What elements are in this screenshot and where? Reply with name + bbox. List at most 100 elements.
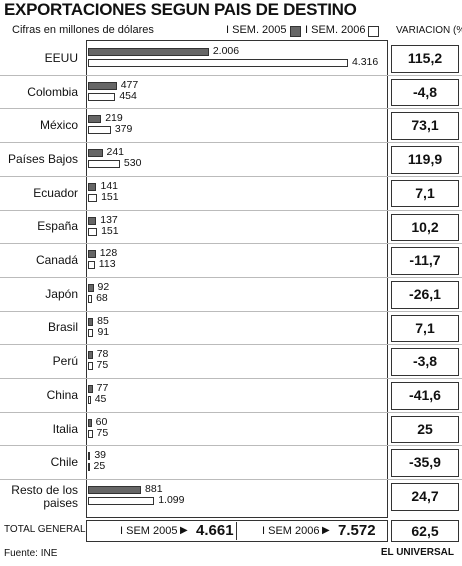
- variation-value: 7,1: [391, 314, 459, 343]
- bar: [88, 385, 93, 393]
- variation-value: 119,9: [391, 146, 459, 174]
- arrow: ▶: [180, 525, 188, 536]
- row-separator: [0, 108, 462, 110]
- value-label: 77: [96, 382, 109, 394]
- value-label: 379: [114, 123, 133, 136]
- legend-label: I SEM. 2006: [305, 24, 366, 36]
- bar: [88, 283, 94, 292]
- value-label: 25: [93, 460, 106, 473]
- category-label: México: [39, 118, 78, 133]
- variation-value: 10,2: [391, 213, 459, 242]
- category-label: EEUU: [44, 50, 78, 65]
- value-label: 219: [105, 112, 123, 125]
- value-label: 68: [96, 291, 108, 304]
- value-label: 113: [98, 258, 116, 271]
- total-item-value: 7.572: [338, 522, 376, 539]
- category-label: Chile: [50, 455, 78, 470]
- bar: [88, 193, 98, 202]
- bar: [88, 216, 97, 225]
- row-separator: [0, 243, 462, 245]
- bar: [88, 396, 91, 404]
- divider: [236, 522, 237, 540]
- legend-swatch: [290, 26, 301, 37]
- arrow: ▶: [322, 525, 330, 536]
- value-label: 75: [96, 426, 109, 439]
- variation-value: -35,9: [391, 449, 459, 478]
- bar: [88, 452, 91, 461]
- bar: [88, 317, 94, 326]
- value-label: 477: [120, 78, 139, 91]
- totals-row: TOTAL GENERAL I SEM 2005 ▶ 4.661 I SEM 2…: [0, 520, 462, 542]
- category-label: Países Bajos: [7, 151, 78, 166]
- bar: [88, 429, 93, 438]
- row-separator: [0, 479, 462, 481]
- bar: [88, 362, 93, 371]
- variation-value: 73,1: [391, 112, 459, 141]
- variation-value: -4,8: [391, 78, 459, 107]
- value-label: 2.006: [212, 45, 240, 57]
- row-separator: [0, 175, 462, 177]
- row-separator: [0, 445, 462, 447]
- value-label: 151: [101, 224, 119, 237]
- row-separator: [0, 276, 462, 278]
- bar: [88, 351, 93, 360]
- value-label: 4.316: [351, 56, 379, 68]
- category-label: Brasil: [47, 320, 78, 335]
- bar: [88, 115, 102, 124]
- variation-value: -41,6: [391, 382, 459, 410]
- category-label: Ecuador: [33, 185, 78, 200]
- chart-panel: [86, 40, 388, 518]
- bar: [88, 92, 116, 101]
- value-label: 75: [96, 359, 109, 372]
- bar: [88, 261, 95, 270]
- row-separator: [0, 74, 462, 76]
- value-label: 530: [123, 157, 142, 170]
- category-label: Perú: [52, 354, 78, 369]
- row-separator: [0, 378, 462, 379]
- value-label: 881: [145, 483, 163, 496]
- total-variation: 62,5: [391, 520, 459, 542]
- value-label: 151: [101, 190, 119, 203]
- bar: [88, 160, 120, 169]
- variation-value: 7,1: [391, 179, 459, 208]
- bar: [88, 328, 94, 337]
- value-label: 45: [94, 393, 107, 405]
- bar: [88, 294, 93, 303]
- category-label: Resto de los paises: [11, 482, 78, 510]
- variation-value: -3,8: [391, 348, 459, 376]
- bar: [88, 250, 96, 259]
- total-item-label: I SEM 2005: [120, 525, 178, 537]
- variation-header: VARIACION (%): [396, 25, 462, 36]
- category-label: Canadá: [35, 253, 78, 268]
- bar: [88, 149, 103, 158]
- row-separator: [0, 344, 462, 346]
- value-label: 128: [99, 247, 118, 260]
- value-label: 1.099: [158, 494, 185, 507]
- bar: [88, 48, 209, 56]
- bar: [88, 227, 98, 236]
- row-separator: [0, 142, 462, 144]
- chart-title: EXPORTACIONES SEGUN PAIS DE DESTINO: [4, 0, 357, 19]
- variation-value: -26,1: [391, 280, 459, 309]
- category-label: España: [37, 219, 78, 234]
- variation-value: 24,7: [391, 483, 459, 511]
- total-label: TOTAL GENERAL: [4, 524, 86, 535]
- bar: [88, 182, 97, 191]
- value-label: 241: [106, 146, 125, 159]
- subtitle: Cifras en millones de dólares: [12, 24, 154, 36]
- category-label: Japón: [45, 286, 78, 301]
- legend-label: I SEM. 2005: [226, 24, 287, 36]
- source: Fuente: INE: [4, 548, 58, 559]
- bar: [88, 59, 348, 67]
- category-label: Italia: [52, 421, 78, 436]
- value-label: 85: [97, 314, 109, 327]
- bar: [88, 497, 155, 506]
- value-label: 39: [94, 449, 107, 462]
- bar: [88, 418, 92, 427]
- category-label: Colombia: [27, 84, 78, 99]
- value-label: 91: [97, 325, 110, 338]
- category-label: China: [46, 387, 78, 402]
- row-separator: [0, 411, 462, 413]
- value-label: 78: [96, 348, 109, 361]
